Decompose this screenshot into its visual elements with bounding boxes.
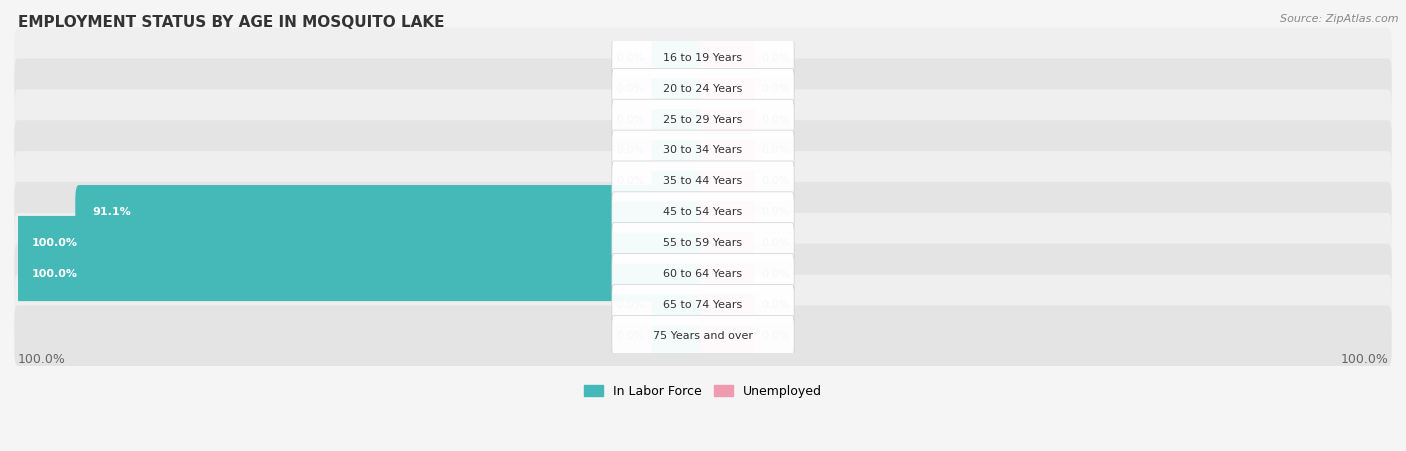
- Text: 0.0%: 0.0%: [761, 238, 790, 248]
- FancyBboxPatch shape: [612, 315, 794, 356]
- Text: 0.0%: 0.0%: [616, 53, 645, 63]
- FancyBboxPatch shape: [700, 278, 755, 332]
- Text: 65 to 74 Years: 65 to 74 Years: [664, 300, 742, 310]
- FancyBboxPatch shape: [612, 161, 794, 202]
- FancyBboxPatch shape: [651, 308, 706, 363]
- FancyBboxPatch shape: [700, 154, 755, 208]
- FancyBboxPatch shape: [700, 216, 755, 270]
- Text: 0.0%: 0.0%: [616, 300, 645, 310]
- Text: 0.0%: 0.0%: [761, 115, 790, 124]
- Legend: In Labor Force, Unemployed: In Labor Force, Unemployed: [579, 380, 827, 403]
- Text: 100.0%: 100.0%: [18, 353, 66, 366]
- Text: 55 to 59 Years: 55 to 59 Years: [664, 238, 742, 248]
- FancyBboxPatch shape: [700, 62, 755, 116]
- FancyBboxPatch shape: [612, 285, 794, 325]
- Text: 60 to 64 Years: 60 to 64 Years: [664, 269, 742, 279]
- FancyBboxPatch shape: [700, 185, 755, 239]
- FancyBboxPatch shape: [612, 223, 794, 263]
- Text: 0.0%: 0.0%: [761, 84, 790, 94]
- FancyBboxPatch shape: [14, 182, 1392, 243]
- FancyBboxPatch shape: [700, 308, 755, 363]
- Text: 35 to 44 Years: 35 to 44 Years: [664, 176, 742, 186]
- FancyBboxPatch shape: [700, 31, 755, 85]
- FancyBboxPatch shape: [612, 130, 794, 171]
- Text: 0.0%: 0.0%: [761, 269, 790, 279]
- Text: 100.0%: 100.0%: [31, 238, 77, 248]
- FancyBboxPatch shape: [14, 247, 706, 301]
- FancyBboxPatch shape: [700, 123, 755, 178]
- FancyBboxPatch shape: [14, 89, 1392, 150]
- Text: 0.0%: 0.0%: [761, 146, 790, 156]
- FancyBboxPatch shape: [651, 62, 706, 116]
- Text: 0.0%: 0.0%: [616, 176, 645, 186]
- Text: 100.0%: 100.0%: [31, 269, 77, 279]
- FancyBboxPatch shape: [651, 123, 706, 178]
- Text: 0.0%: 0.0%: [616, 146, 645, 156]
- Text: 91.1%: 91.1%: [93, 207, 131, 217]
- FancyBboxPatch shape: [612, 99, 794, 140]
- Text: Source: ZipAtlas.com: Source: ZipAtlas.com: [1281, 14, 1399, 23]
- FancyBboxPatch shape: [700, 92, 755, 147]
- Text: 0.0%: 0.0%: [616, 331, 645, 341]
- Text: 0.0%: 0.0%: [761, 53, 790, 63]
- Text: 0.0%: 0.0%: [761, 207, 790, 217]
- FancyBboxPatch shape: [612, 192, 794, 233]
- FancyBboxPatch shape: [14, 28, 1392, 88]
- Text: 20 to 24 Years: 20 to 24 Years: [664, 84, 742, 94]
- FancyBboxPatch shape: [612, 69, 794, 109]
- FancyBboxPatch shape: [651, 154, 706, 208]
- Text: EMPLOYMENT STATUS BY AGE IN MOSQUITO LAKE: EMPLOYMENT STATUS BY AGE IN MOSQUITO LAK…: [18, 15, 444, 30]
- Text: 16 to 19 Years: 16 to 19 Years: [664, 53, 742, 63]
- FancyBboxPatch shape: [14, 213, 1392, 273]
- FancyBboxPatch shape: [651, 92, 706, 147]
- FancyBboxPatch shape: [612, 37, 794, 78]
- FancyBboxPatch shape: [14, 120, 1392, 181]
- FancyBboxPatch shape: [14, 305, 1392, 366]
- Text: 100.0%: 100.0%: [1340, 353, 1388, 366]
- FancyBboxPatch shape: [651, 278, 706, 332]
- Text: 0.0%: 0.0%: [761, 176, 790, 186]
- FancyBboxPatch shape: [14, 244, 1392, 304]
- Text: 0.0%: 0.0%: [616, 84, 645, 94]
- FancyBboxPatch shape: [14, 151, 1392, 212]
- FancyBboxPatch shape: [651, 31, 706, 85]
- FancyBboxPatch shape: [700, 247, 755, 301]
- Text: 0.0%: 0.0%: [761, 331, 790, 341]
- FancyBboxPatch shape: [612, 253, 794, 295]
- Text: 0.0%: 0.0%: [761, 300, 790, 310]
- FancyBboxPatch shape: [14, 216, 706, 270]
- Text: 75 Years and over: 75 Years and over: [652, 331, 754, 341]
- FancyBboxPatch shape: [14, 59, 1392, 119]
- Text: 45 to 54 Years: 45 to 54 Years: [664, 207, 742, 217]
- Text: 30 to 34 Years: 30 to 34 Years: [664, 146, 742, 156]
- Text: 25 to 29 Years: 25 to 29 Years: [664, 115, 742, 124]
- FancyBboxPatch shape: [76, 185, 706, 239]
- Text: 0.0%: 0.0%: [616, 115, 645, 124]
- FancyBboxPatch shape: [14, 275, 1392, 335]
